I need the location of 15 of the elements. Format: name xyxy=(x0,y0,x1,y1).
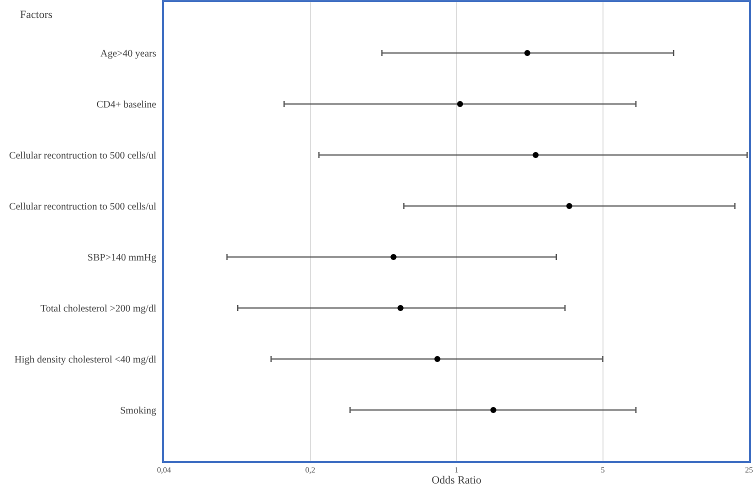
y-tick-label: Total cholesterol >200 mg/dl xyxy=(40,304,156,314)
x-tick-label: 0,04 xyxy=(157,465,171,474)
y-tick-label: Cellular recontruction to 500 cells/ul xyxy=(9,202,156,212)
y-tick-label: SBP>140 mmHg xyxy=(88,252,156,264)
x-tick-label: 5 xyxy=(600,465,605,474)
x-tick-label: 25 xyxy=(745,465,753,474)
y-axis-title: Factors xyxy=(20,9,52,21)
y-tick-label: Age>40 years xyxy=(100,48,156,60)
y-tick-label: Smoking xyxy=(120,406,156,416)
x-tick-label: 1 xyxy=(454,465,458,474)
x-axis-title: Odds Ratio xyxy=(432,474,482,486)
y-tick-label: CD4+ baseline xyxy=(96,100,157,110)
y-tick-label: High density cholesterol <40 mg/dl xyxy=(14,354,156,366)
y-tick-label: Cellular recontruction to 500 cells/ul xyxy=(9,150,156,162)
x-tick-label: 0,2 xyxy=(305,465,316,474)
